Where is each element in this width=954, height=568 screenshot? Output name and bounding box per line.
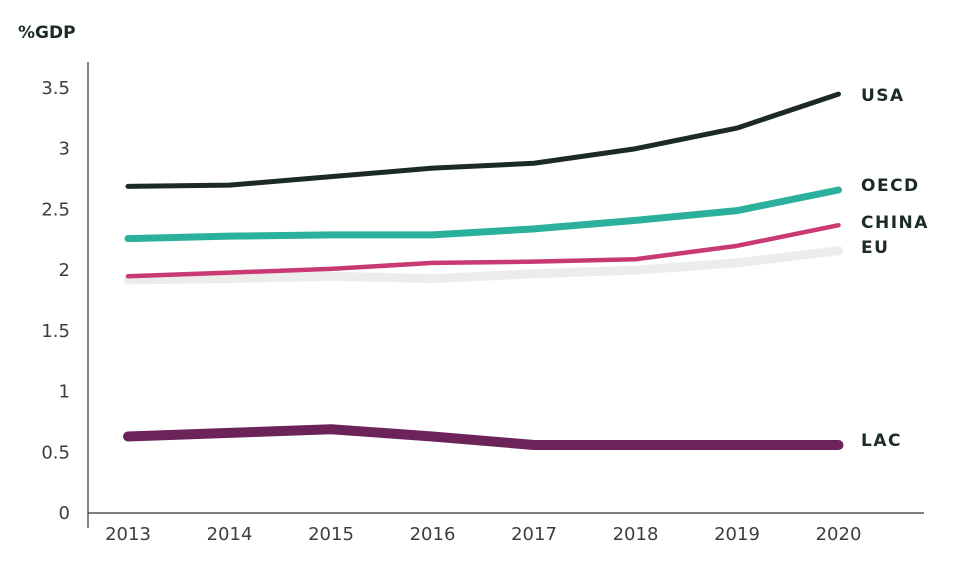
- series-lines: [123, 91, 844, 450]
- series-label-usa: USA: [861, 86, 905, 106]
- y-axis-unit-label: %GDP: [18, 23, 76, 43]
- y-tick-label: 2: [59, 260, 70, 281]
- y-tick-label: 0.5: [41, 442, 70, 463]
- y-tick-label: 3: [59, 139, 70, 160]
- series-label-eu: EU: [861, 238, 889, 258]
- y-tick-label: 3.5: [41, 78, 70, 99]
- x-tick-label: 2019: [714, 524, 760, 545]
- y-tick-label: 0: [59, 503, 70, 524]
- series-line-eu: [123, 246, 843, 285]
- y-tick-label: 1: [59, 382, 70, 403]
- series-line-usa: [125, 91, 841, 189]
- y-tick-labels: 0 0.5 1 1.5 2 2.5 3 3.5: [41, 78, 70, 524]
- series-label-oecd: OECD: [861, 176, 920, 196]
- x-tick-label: 2017: [511, 524, 557, 545]
- series-line-china: [125, 222, 841, 279]
- series-label-lac: LAC: [861, 431, 902, 451]
- x-tick-label: 2014: [207, 524, 253, 545]
- series-line-lac: [123, 424, 844, 450]
- y-tick-label: 2.5: [41, 199, 70, 220]
- series-label-china: CHINA: [861, 213, 929, 233]
- series-line-oecd: [124, 186, 842, 243]
- x-tick-label: 2018: [613, 524, 659, 545]
- x-tick-label: 2013: [105, 524, 151, 545]
- x-tick-labels: 2013 2014 2015 2016 2017 2018 2019 2020: [105, 524, 861, 545]
- y-tick-label: 1.5: [41, 321, 70, 342]
- series-labels: USA OECD CHINA EU LAC: [861, 86, 929, 451]
- x-tick-label: 2016: [410, 524, 456, 545]
- x-tick-label: 2015: [308, 524, 354, 545]
- x-tick-label: 2020: [816, 524, 862, 545]
